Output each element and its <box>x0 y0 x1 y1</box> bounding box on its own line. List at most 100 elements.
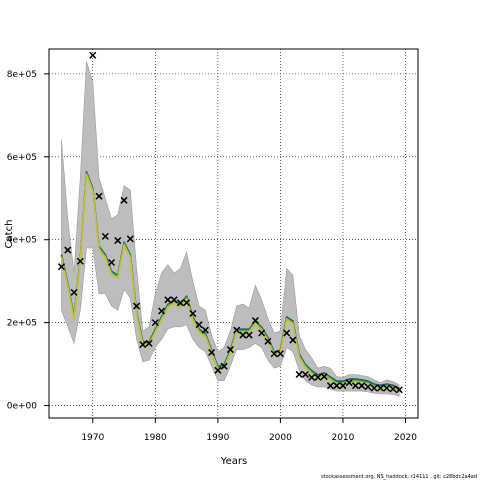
confidence-band <box>61 61 400 397</box>
y-tick-label: 8e+05 <box>7 70 37 80</box>
observed-point-stroke <box>170 296 178 304</box>
observed-point <box>276 350 284 358</box>
observed-point <box>264 337 272 345</box>
y-tick-label: 0e+00 <box>7 402 38 412</box>
observed-point <box>201 326 209 334</box>
observed-point <box>120 196 128 204</box>
observed-point <box>301 370 309 378</box>
observed-point-stroke <box>133 302 141 310</box>
observed-point <box>139 341 147 349</box>
observed-point <box>126 235 134 243</box>
observed-point <box>358 382 366 390</box>
observed-point-stroke <box>176 299 184 307</box>
x-tick-label: 1980 <box>144 433 167 443</box>
observed-point <box>57 263 66 271</box>
observed-point-stroke <box>233 326 241 334</box>
y-tick-label: 6e+05 <box>7 153 37 163</box>
x-tick-label: 2010 <box>331 433 354 443</box>
observed-point <box>345 379 353 387</box>
observed-point-stroke <box>189 309 197 318</box>
observed-point-stroke <box>351 382 359 390</box>
observed-point <box>70 288 78 296</box>
x-axis: 1970 1980 1990 2000 2010 2020 <box>81 418 417 443</box>
observed-point-stroke <box>158 307 166 315</box>
y-axis: 0e+00 2e+05 4e+05 6e+05 8e+05 <box>7 70 49 412</box>
observed-point-stroke <box>333 382 341 390</box>
observed-point-stroke <box>183 299 191 307</box>
observed-point-stroke <box>345 379 353 387</box>
observed-point <box>214 366 222 374</box>
observed-point-stroke <box>108 258 116 267</box>
observed-point-stroke <box>383 384 391 392</box>
observed-point-stroke <box>70 288 78 296</box>
observed-point <box>220 362 228 370</box>
plot-frame <box>48 48 419 419</box>
observed-point <box>145 339 153 347</box>
observed-point-stroke <box>339 382 347 390</box>
observed-point-stroke <box>145 339 153 347</box>
observed-point <box>195 321 203 329</box>
observed-point <box>233 326 241 334</box>
observed-point <box>183 299 191 307</box>
observed-point <box>320 373 328 381</box>
observed-point-stroke <box>301 370 309 378</box>
observed-point-stroke <box>151 319 159 327</box>
observed-point <box>101 232 109 240</box>
observed-point-stroke <box>101 232 109 240</box>
observed-point <box>239 331 247 339</box>
footer-credit: stockassessment.org, NS_haddock, r14111 … <box>321 474 477 480</box>
observed-point <box>176 299 184 307</box>
observed-point-stroke <box>57 263 66 271</box>
observed-point <box>133 302 141 310</box>
observed-point <box>208 348 216 357</box>
observed-point-stroke <box>376 384 385 392</box>
observed-point <box>389 385 397 393</box>
observed-point <box>295 370 303 378</box>
observed-point <box>314 373 322 381</box>
observed-point <box>158 307 166 315</box>
observed-point <box>270 350 278 358</box>
observed-point-stroke <box>201 326 209 334</box>
observed-point-stroke <box>370 384 378 392</box>
observed-point-stroke <box>389 385 397 393</box>
observed-point <box>251 317 259 325</box>
x-tick-label: 2020 <box>394 433 417 443</box>
observed-point-stroke <box>326 382 334 390</box>
y-tick-label: 4e+05 <box>7 236 37 246</box>
observed-point-stroke <box>295 370 303 378</box>
observed-point-stroke <box>239 331 247 339</box>
observed-point-stroke <box>76 257 84 265</box>
observed-point-stroke <box>320 373 328 381</box>
observed-point <box>326 382 334 390</box>
observed-point <box>258 329 266 337</box>
x-axis-title: Years <box>220 456 247 467</box>
x-tick-label: 2000 <box>269 433 292 443</box>
observed-point <box>339 382 347 390</box>
observed-point <box>95 192 103 200</box>
observed-point <box>151 319 159 327</box>
observed-point <box>245 331 253 339</box>
observed-point-stroke <box>314 373 322 381</box>
observed-point <box>89 51 97 59</box>
plot-area <box>48 48 419 419</box>
observed-point-stroke <box>358 382 366 390</box>
observed-point-stroke <box>95 192 103 200</box>
observed-point <box>364 383 372 391</box>
observed-point <box>189 309 197 318</box>
observed-point <box>226 346 234 354</box>
observed-point <box>333 382 341 390</box>
observed-point-stroke <box>258 329 266 337</box>
observed-point-stroke <box>164 296 172 304</box>
observed-point-stroke <box>276 350 284 358</box>
observed-point-stroke <box>308 373 316 381</box>
observed-point-stroke <box>245 331 253 339</box>
y-tick-label: 2e+05 <box>7 319 37 329</box>
observed-point-stroke <box>89 51 97 59</box>
x-tick-label: 1990 <box>206 433 229 443</box>
observed-point-stroke <box>214 366 222 374</box>
observed-point-stroke <box>226 346 234 354</box>
observed-point <box>170 296 178 304</box>
observed-point <box>108 258 116 267</box>
fitted-catch-lines <box>60 171 400 393</box>
